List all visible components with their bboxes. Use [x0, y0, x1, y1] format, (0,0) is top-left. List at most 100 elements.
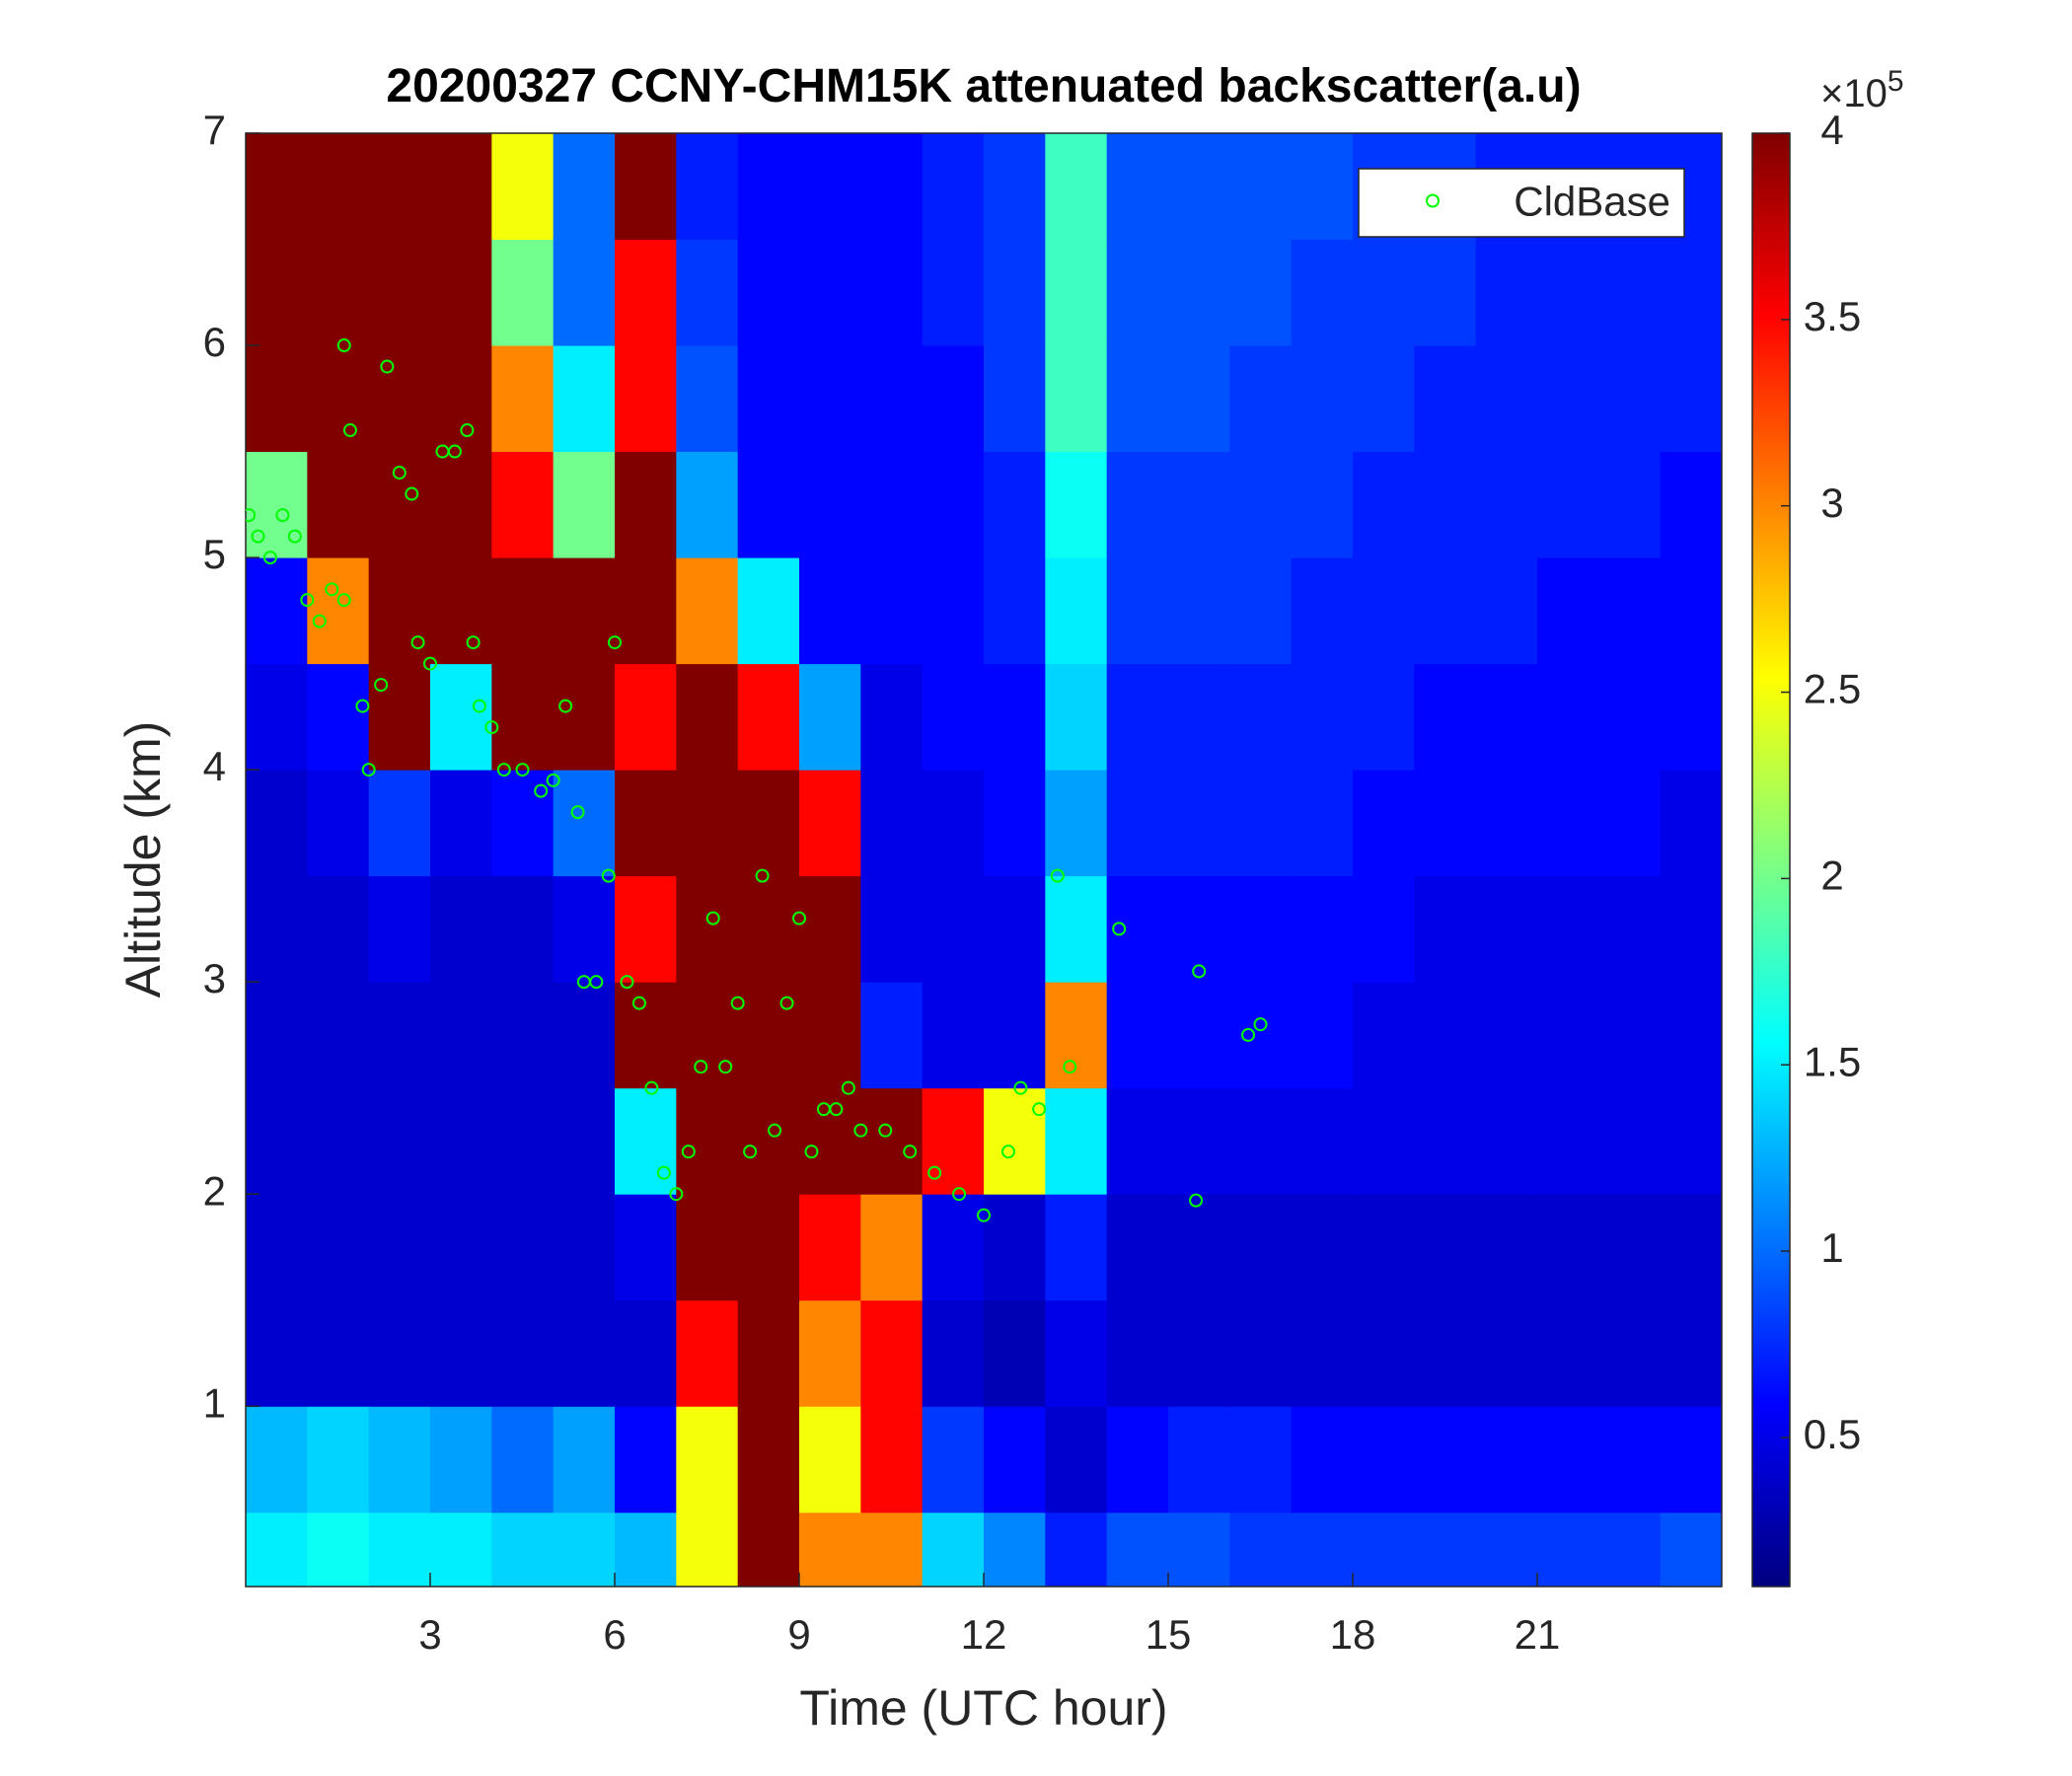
heatmap-cell: [1475, 1406, 1538, 1514]
cloud-base-point: [718, 1060, 733, 1074]
cloud-base-point: [694, 1060, 708, 1074]
heatmap-cell: [1291, 1087, 1354, 1195]
heatmap-cell: [491, 1194, 555, 1301]
heatmap-cell: [1660, 451, 1722, 558]
heatmap-cell: [1537, 663, 1599, 771]
heatmap-cell: [1168, 982, 1230, 1089]
x-tick-label: 15: [1146, 1611, 1192, 1658]
heatmap-cell: [1168, 1087, 1230, 1195]
heatmap-cell: [1291, 875, 1354, 983]
heatmap-cell: [1353, 1406, 1415, 1514]
heatmap-cell: [246, 1406, 308, 1514]
cloud-base-point: [841, 1080, 855, 1095]
heatmap-cell: [799, 1087, 861, 1195]
cloud-base-point: [1192, 964, 1207, 979]
heatmap-cell: [1353, 1087, 1415, 1195]
heatmap-cell: [1229, 875, 1293, 983]
heatmap-cell: [1291, 1194, 1354, 1301]
heatmap-cell: [1353, 239, 1415, 346]
heatmap-cell: [1537, 451, 1599, 558]
heatmap-cell: [860, 1087, 924, 1195]
heatmap-cell: [615, 1406, 677, 1514]
heatmap-cell: [1598, 1087, 1662, 1195]
cloud-base-point: [336, 338, 351, 353]
heatmap-cell: [1660, 345, 1722, 453]
heatmap-cell: [1168, 557, 1230, 665]
heatmap-cell: [1353, 770, 1415, 877]
cloud-base-point: [903, 1145, 918, 1159]
cloud-base-point: [977, 1208, 991, 1222]
heatmap-cell: [1414, 770, 1477, 877]
heatmap-cell: [799, 1406, 861, 1514]
heatmap-cell: [737, 451, 800, 558]
x-tick-label: 18: [1330, 1611, 1376, 1658]
heatmap-cell: [1353, 663, 1415, 771]
heatmap-cell: [922, 663, 985, 771]
heatmap-cell: [1475, 875, 1538, 983]
heatmap-cell: [1475, 557, 1538, 665]
heatmap-cell: [553, 1194, 616, 1301]
legend-label: CldBase: [1514, 179, 1670, 225]
cloud-base-point: [1000, 1145, 1015, 1159]
heatmap-cell: [799, 1194, 861, 1301]
heatmap-cell: [1229, 451, 1293, 558]
heatmap: [246, 133, 1722, 1587]
heatmap-cell: [676, 345, 739, 453]
heatmap-cell: [860, 451, 924, 558]
heatmap-cell: [1106, 133, 1169, 241]
heatmap-cell: [1414, 1194, 1477, 1301]
cloud-base-point: [287, 529, 302, 544]
cloud-base-point: [466, 635, 481, 650]
heatmap-cell: [1475, 239, 1538, 346]
heatmap-cell: [246, 133, 308, 241]
heatmap-cell: [1598, 1512, 1662, 1587]
heatmap-cell: [1229, 982, 1293, 1089]
heatmap-cell: [1537, 770, 1599, 877]
y-tick-label: 2: [203, 1167, 226, 1214]
heatmap-cell: [1291, 982, 1354, 1089]
heatmap-cell: [737, 557, 800, 665]
heatmap-cell: [1660, 1512, 1722, 1587]
heatmap-cell: [860, 133, 924, 241]
heatmap-cell: [1291, 663, 1354, 771]
cloud-base-point: [251, 529, 265, 544]
heatmap-cell: [737, 345, 800, 453]
heatmap-cell: [922, 1087, 985, 1195]
heatmap-cell: [1414, 875, 1477, 983]
heatmap-cell: [1353, 1512, 1415, 1587]
heatmap-cell: [1045, 982, 1108, 1089]
cloud-base-point: [361, 763, 376, 777]
heatmap-cell: [922, 982, 985, 1089]
colorbar-tick-label: 2.5: [1804, 666, 1861, 712]
cloud-base-point: [472, 699, 486, 713]
heatmap-cell: [491, 982, 555, 1089]
heatmap-cell: [553, 663, 616, 771]
cloud-base-point: [730, 996, 745, 1010]
cloud-base-point: [601, 868, 616, 883]
heatmap-cell: [922, 451, 985, 558]
heatmap-cell: [737, 875, 800, 983]
heatmap-cell: [1353, 982, 1415, 1089]
legend: CldBase: [1358, 168, 1685, 238]
heatmap-cell: [1475, 770, 1538, 877]
cloud-base-point: [1241, 1027, 1256, 1042]
heatmap-cell: [1291, 557, 1354, 665]
heatmap-cell: [246, 663, 308, 771]
cloud-base-point: [312, 614, 327, 629]
heatmap-cell: [1045, 133, 1108, 241]
heatmap-cell: [1537, 875, 1599, 983]
heatmap-cell: [676, 770, 739, 877]
heatmap-cell: [860, 1406, 924, 1514]
heatmap-cell: [553, 345, 616, 453]
cloud-base-point: [405, 486, 419, 501]
heatmap-cell: [1229, 1299, 1293, 1407]
heatmap-cell: [1106, 557, 1169, 665]
heatmap-cell: [491, 239, 555, 346]
heatmap-cell: [553, 770, 616, 877]
x-axis-label: Time (UTC hour): [799, 1680, 1167, 1736]
heatmap-cell: [615, 451, 677, 558]
heatmap-cell: [615, 1087, 677, 1195]
cloud-base-point: [1112, 922, 1127, 936]
